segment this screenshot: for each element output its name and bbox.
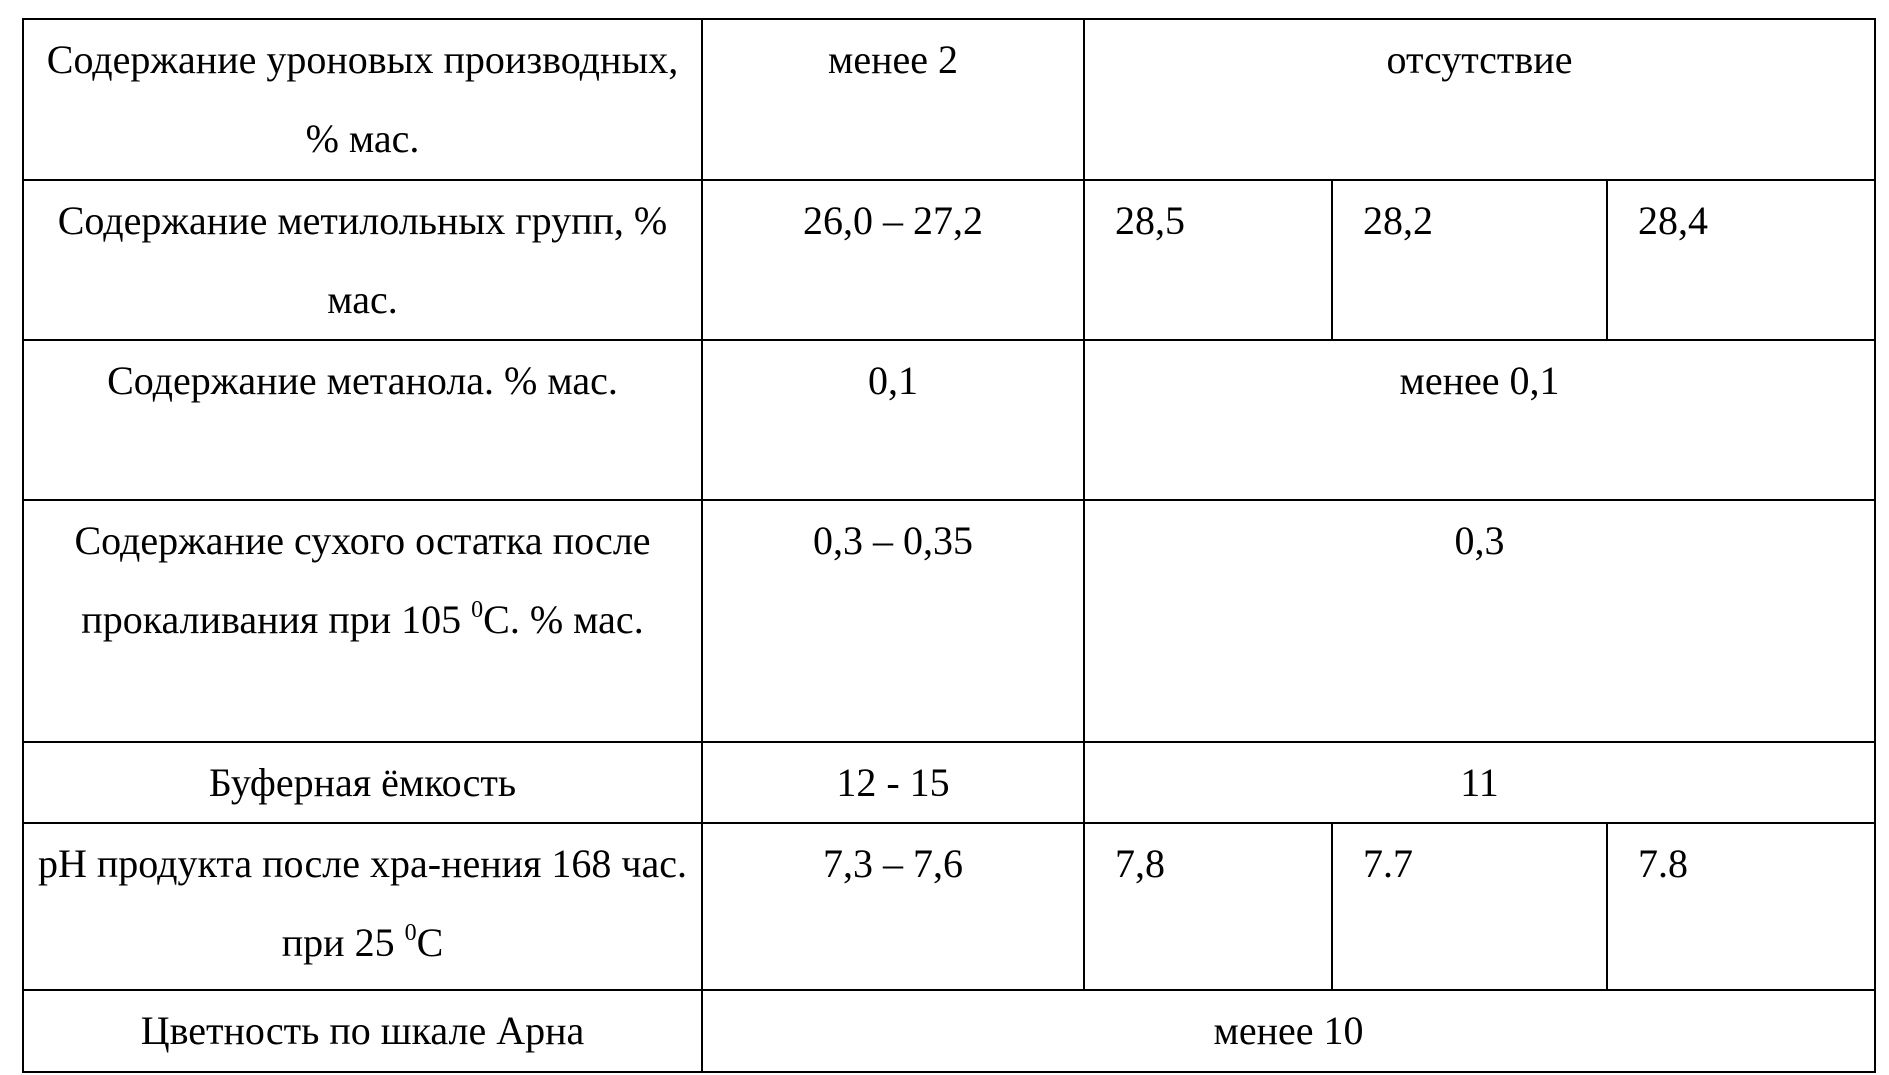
properties-table: Содержание уроновых производных, % мас. …	[22, 18, 1876, 1073]
range-cell: 12 - 15	[702, 742, 1084, 823]
range-cell: 7,3 – 7,6	[702, 823, 1084, 990]
row-label: рН продукта после хра-нения 168 час. при…	[23, 823, 702, 990]
table-row: Содержание метанола. % мас. 0,1 менее 0,…	[23, 340, 1875, 500]
range-cell: менее 2	[702, 19, 1084, 180]
table-row: рН продукта после хра-нения 168 час. при…	[23, 823, 1875, 990]
merged-cell: менее 0,1	[1084, 340, 1875, 500]
row-label: Содержание метанола. % мас.	[23, 340, 702, 500]
row-label: Содержание сухого остатка после прокалив…	[23, 500, 702, 742]
label-text: С. % мас.	[483, 597, 644, 642]
row-label: Содержание уроновых производных, % мас.	[23, 19, 702, 180]
row-label: Цветность по шкале Арна	[23, 990, 702, 1072]
row-label: Содержание метилольных групп, % мас.	[23, 180, 702, 340]
value-cell: 7.7	[1332, 823, 1607, 990]
degree-superscript: 0	[405, 920, 417, 946]
value-cell: 28,4	[1607, 180, 1875, 340]
range-cell: 26,0 – 27,2	[702, 180, 1084, 340]
table-row: Содержание сухого остатка после прокалив…	[23, 500, 1875, 742]
row-label: Буферная ёмкость	[23, 742, 702, 823]
table-row: Содержание метилольных групп, % мас. 26,…	[23, 180, 1875, 340]
value-cell: 7.8	[1607, 823, 1875, 990]
degree-superscript: 0	[471, 597, 483, 623]
table-row: Содержание уроновых производных, % мас. …	[23, 19, 1875, 180]
label-text: рН продукта после хра-нения 168 час. при…	[38, 841, 687, 965]
value-cell: 7,8	[1084, 823, 1332, 990]
merged-cell: отсутствие	[1084, 19, 1875, 180]
merged-cell: менее 10	[702, 990, 1875, 1072]
table-row: Буферная ёмкость 12 - 15 11	[23, 742, 1875, 823]
label-text: С	[417, 920, 444, 965]
merged-cell: 0,3	[1084, 500, 1875, 742]
value-cell: 28,5	[1084, 180, 1332, 340]
range-cell: 0,3 – 0,35	[702, 500, 1084, 742]
merged-cell: 11	[1084, 742, 1875, 823]
table-row: Цветность по шкале Арна менее 10	[23, 990, 1875, 1072]
value-cell: 28,2	[1332, 180, 1607, 340]
range-cell: 0,1	[702, 340, 1084, 500]
